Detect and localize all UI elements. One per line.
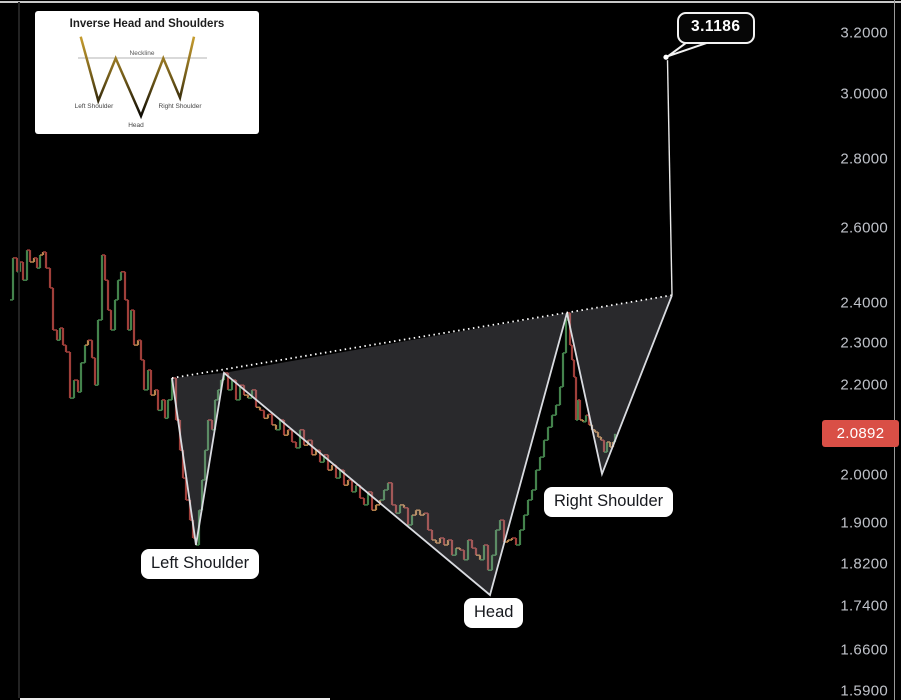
price-axis-tick: 3.0000	[840, 85, 888, 103]
right-frame-border	[893, 0, 895, 700]
last-price-tag: 2.0892	[822, 420, 899, 448]
right-shoulder-label[interactable]: Right Shoulder	[544, 487, 674, 517]
target-projection-line	[666, 60, 673, 296]
price-axis-tick: 2.0000	[840, 466, 888, 484]
price-axis-tick: 2.3000	[840, 334, 888, 352]
price-axis-tick: 2.4000	[840, 294, 888, 312]
inset-left-shoulder-label: Left Shoulder	[75, 103, 115, 110]
head-label[interactable]: Head	[464, 598, 524, 628]
inset-zigzag-pattern	[79, 36, 196, 120]
price-axis-tick: 2.8000	[840, 150, 888, 167]
price-axis-tick: 1.6600	[840, 641, 888, 659]
price-axis-tick: 3.2000	[840, 24, 888, 42]
price-axis-tick: 2.2000	[840, 376, 888, 394]
inset-diagram: Neckline Left Shoulder Head Right Should…	[75, 36, 207, 129]
pattern-fill-triangle	[172, 372, 224, 545]
inset-neckline-label: Neckline	[130, 50, 155, 57]
price-axis-tick: 1.8200	[840, 555, 888, 572]
price-axis-tick: 2.6000	[840, 219, 888, 237]
chart-left-edge-line	[18, 2, 20, 698]
target-price-callout[interactable]: 3.1186	[677, 12, 755, 44]
pattern-reference-card: Neckline Left Shoulder Head Right Should…	[35, 11, 259, 134]
price-axis-tick: 1.7400	[840, 597, 888, 615]
pattern-fill-triangle	[567, 295, 672, 474]
inset-title: Inverse Head and Shoulders	[69, 18, 225, 30]
pattern-zigzag-line[interactable]	[171, 294, 673, 597]
target-point-marker	[663, 54, 669, 60]
inset-right-shoulder-label: Right Shoulder	[159, 103, 203, 110]
bottom-frame-border	[20, 697, 330, 700]
price-axis-tick: 1.9000	[840, 514, 888, 532]
callout-tail	[667, 41, 710, 58]
inset-head-label: Head	[128, 122, 144, 129]
price-axis[interactable]: 2.0892 3.2000 3.0000 2.8000 2.6000 2.4000 2.3…	[809, 0, 901, 700]
left-shoulder-label[interactable]: Left Shoulder	[141, 549, 260, 579]
pattern-drawing[interactable]	[171, 41, 710, 597]
pattern-fill-triangle	[224, 312, 567, 595]
top-frame-border	[0, 1, 901, 3]
price-axis-tick: 1.5900	[840, 682, 888, 699]
